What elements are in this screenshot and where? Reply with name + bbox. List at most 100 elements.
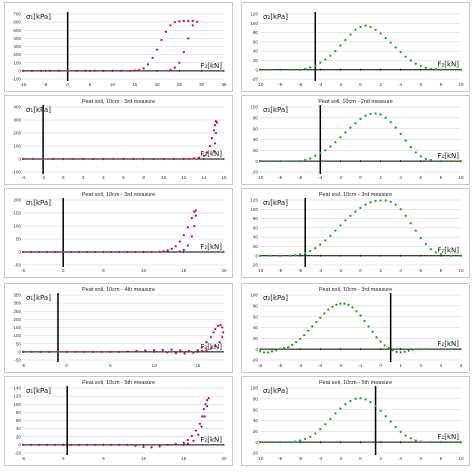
y-axis-label: σ₂[kPa] bbox=[263, 387, 288, 395]
data-point bbox=[278, 254, 282, 257]
chart-title: Peat soil, 10cm - 4th measure bbox=[82, 287, 155, 293]
data-point bbox=[339, 44, 342, 47]
x-tick-label: 8 bbox=[440, 82, 443, 87]
y-tick-label: 100 bbox=[13, 144, 21, 149]
data-point bbox=[182, 157, 185, 161]
data-point bbox=[354, 397, 357, 400]
chart-svg: Peat soil, 10cm - 5th measure-2002040608… bbox=[13, 380, 227, 461]
x-tick-label: 0 bbox=[65, 363, 68, 368]
data-point bbox=[258, 254, 262, 257]
data-point bbox=[414, 439, 417, 442]
data-point bbox=[289, 68, 292, 71]
y-tick-label: 40 bbox=[253, 418, 259, 423]
data-point bbox=[137, 68, 141, 72]
data-point bbox=[364, 203, 367, 206]
data-point bbox=[399, 132, 402, 136]
data-point bbox=[213, 142, 217, 145]
data-point bbox=[142, 445, 145, 449]
data-point bbox=[295, 340, 298, 344]
data-point bbox=[331, 305, 334, 309]
data-point bbox=[205, 399, 209, 402]
data-point bbox=[134, 250, 137, 254]
y-tick-label: -50 bbox=[14, 358, 21, 363]
y-tick-label: 40 bbox=[253, 325, 259, 330]
data-point bbox=[221, 331, 225, 334]
data-point bbox=[439, 441, 443, 444]
data-point bbox=[374, 404, 377, 408]
data-point bbox=[334, 141, 337, 144]
y-tick-label: 50 bbox=[16, 237, 22, 242]
data-point bbox=[319, 428, 322, 431]
y-tick-label: 0 bbox=[255, 347, 258, 352]
data-point bbox=[190, 434, 193, 438]
chart-panel: Peat soil, 10cm - 3rd measure -50 0 50 100 15… bbox=[4, 188, 233, 278]
data-point bbox=[351, 306, 354, 309]
data-point bbox=[268, 68, 272, 71]
x-tick-label: 20 bbox=[221, 456, 227, 461]
data-point bbox=[150, 446, 153, 449]
data-point bbox=[344, 131, 347, 134]
data-point bbox=[70, 443, 73, 447]
data-point bbox=[304, 158, 307, 162]
data-point bbox=[182, 19, 185, 23]
data-point bbox=[182, 441, 185, 444]
data-point bbox=[190, 217, 193, 220]
data-point bbox=[384, 116, 387, 119]
x-tick-label: 8 bbox=[440, 268, 443, 273]
data-point bbox=[289, 254, 292, 257]
y-tick-label: 120 bbox=[250, 12, 258, 17]
data-point bbox=[434, 68, 438, 71]
x-tick-label: 4 bbox=[460, 363, 463, 368]
y-tick-label: 20 bbox=[253, 244, 259, 249]
x-tick-label: -3 bbox=[318, 363, 323, 368]
data-point bbox=[173, 66, 177, 69]
data-point bbox=[309, 435, 312, 438]
data-point bbox=[403, 350, 406, 354]
data-point bbox=[82, 157, 85, 161]
data-point bbox=[274, 349, 278, 352]
data-point bbox=[387, 346, 390, 350]
data-point bbox=[419, 348, 422, 351]
x-tick-label: 0 bbox=[62, 456, 65, 461]
data-point bbox=[62, 250, 65, 254]
data-point bbox=[278, 68, 282, 71]
x-tick-label: -2 bbox=[338, 363, 343, 368]
chart-svg: Peat soil, 10cm - 5th measure-2002040608… bbox=[250, 380, 464, 461]
data-point bbox=[193, 210, 196, 213]
x-tick-label: 10 bbox=[458, 82, 464, 87]
data-point bbox=[187, 349, 191, 353]
data-point bbox=[424, 157, 427, 161]
data-point bbox=[268, 254, 272, 257]
data-point bbox=[102, 443, 105, 447]
data-point bbox=[166, 351, 169, 354]
data-point bbox=[158, 445, 161, 448]
x-tick-label: 8 bbox=[440, 456, 443, 461]
y-tick-label: 20 bbox=[253, 148, 259, 153]
data-point bbox=[270, 350, 274, 353]
data-point bbox=[193, 224, 196, 228]
data-point bbox=[339, 136, 342, 139]
chart-panel: Peat soil, 10cm - 2nd measure -20 0 20 40 60 8… bbox=[241, 95, 470, 185]
data-point bbox=[339, 407, 342, 410]
data-point bbox=[404, 139, 407, 142]
x-tick-label: -4 bbox=[318, 82, 323, 87]
x-tick-label: 2 bbox=[379, 456, 382, 461]
data-point bbox=[158, 250, 161, 253]
data-point bbox=[94, 250, 97, 254]
data-point bbox=[37, 443, 41, 447]
chart-panel: -100 0 100 200 300 400 500 600 700 -10 -5 0 5 10 15 20 2… bbox=[4, 2, 233, 92]
data-point bbox=[303, 333, 306, 337]
chart-panel: Peat soil, 10cm - 3rd measure -100 0 100 200… bbox=[4, 95, 233, 185]
data-point bbox=[384, 415, 387, 418]
data-point bbox=[389, 41, 392, 44]
data-point bbox=[429, 67, 432, 70]
data-point bbox=[214, 131, 218, 135]
x-tick-label: -2 bbox=[338, 456, 343, 461]
data-point bbox=[39, 69, 43, 73]
data-point bbox=[151, 56, 154, 60]
chart-svg: Peat soil, 10cm - 3rd measure-2002040608… bbox=[250, 192, 464, 273]
data-point bbox=[160, 38, 163, 42]
x-tick-label: 5 bbox=[102, 456, 105, 461]
x-tick-label: -10 bbox=[257, 82, 264, 87]
